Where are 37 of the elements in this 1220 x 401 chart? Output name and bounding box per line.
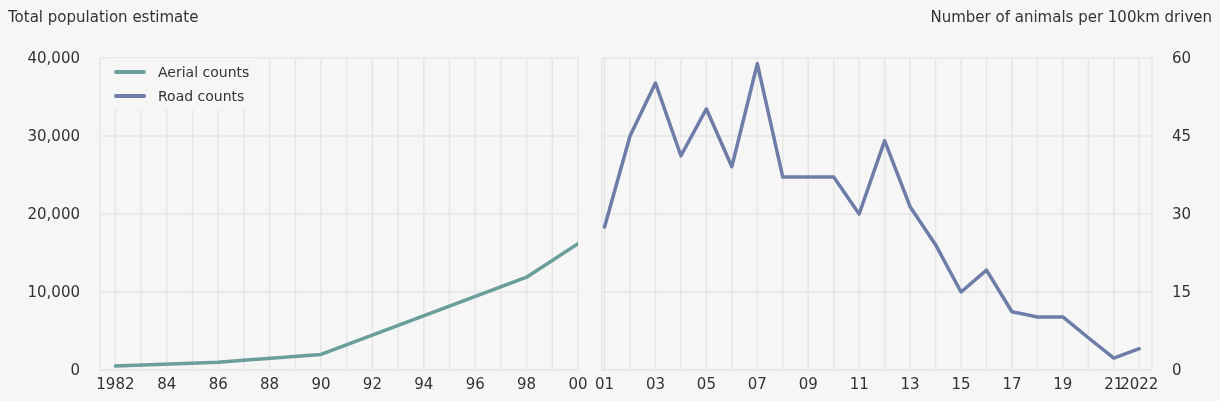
x-tick-label: 11 bbox=[849, 374, 869, 393]
x-tick-label: 07 bbox=[747, 374, 767, 393]
y-axis-title: Number of animals per 100km driven bbox=[930, 8, 1212, 26]
legend-label: Aerial counts bbox=[158, 64, 250, 80]
x-tick-label: 01 bbox=[595, 374, 615, 393]
y-tick-label: 40,000 bbox=[27, 49, 80, 68]
x-tick-label: 1982 bbox=[96, 374, 135, 393]
y-tick-label: 0 bbox=[1172, 361, 1182, 380]
x-tick-label: 96 bbox=[465, 374, 485, 393]
x-tick-label: 13 bbox=[900, 374, 920, 393]
x-tick-label: 00 bbox=[568, 374, 588, 393]
x-tick-label: 98 bbox=[517, 374, 537, 393]
y-tick-label: 0 bbox=[70, 361, 80, 380]
legend-label: Road counts bbox=[158, 88, 245, 104]
y-tick-label: 15 bbox=[1172, 283, 1192, 302]
x-tick-label: 09 bbox=[798, 374, 818, 393]
y-tick-label: 10,000 bbox=[27, 283, 80, 302]
x-tick-label: 92 bbox=[362, 374, 382, 393]
x-tick-label: 19 bbox=[1053, 374, 1073, 393]
y-tick-label: 30,000 bbox=[27, 127, 80, 146]
x-tick-label: 2022 bbox=[1120, 374, 1159, 393]
line-series bbox=[113, 241, 578, 368]
x-tick-label: 90 bbox=[311, 374, 331, 393]
x-tick-label: 84 bbox=[157, 374, 177, 393]
x-tick-label: 94 bbox=[414, 374, 434, 393]
x-tick-label: 05 bbox=[696, 374, 716, 393]
y-tick-label: 60 bbox=[1172, 49, 1192, 68]
x-tick-label: 17 bbox=[1002, 374, 1022, 393]
x-tick-label: 86 bbox=[208, 374, 228, 393]
y-tick-label: 45 bbox=[1172, 127, 1192, 146]
x-tick-label: 15 bbox=[951, 374, 971, 393]
y-tick-label: 30 bbox=[1172, 205, 1192, 224]
x-tick-label: 88 bbox=[260, 374, 280, 393]
x-tick-label: 03 bbox=[645, 374, 666, 393]
y-tick-label: 20,000 bbox=[27, 205, 80, 224]
y-axis-title: Total population estimate bbox=[8, 8, 199, 26]
line-series bbox=[602, 61, 1142, 360]
